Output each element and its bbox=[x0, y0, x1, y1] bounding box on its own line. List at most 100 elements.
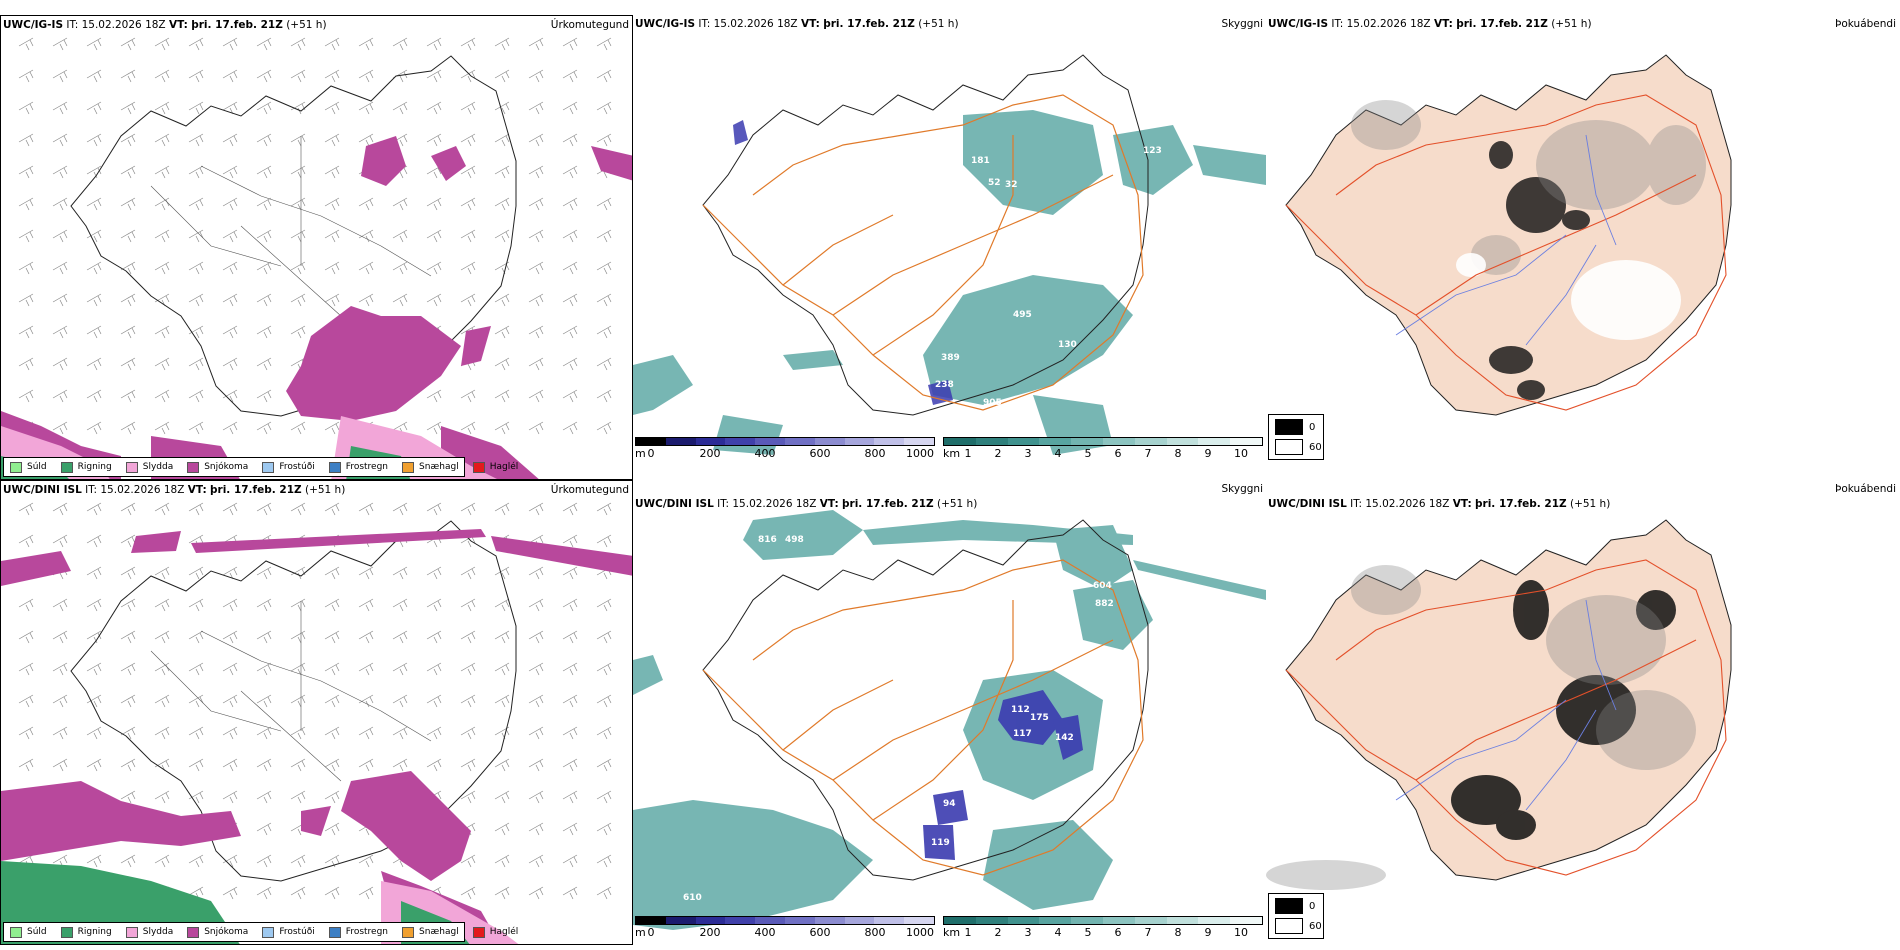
wind-barb bbox=[290, 566, 306, 580]
wind-barb bbox=[256, 758, 272, 772]
wind-barb bbox=[120, 165, 136, 179]
wind-barb bbox=[392, 598, 408, 612]
wind-barb bbox=[528, 630, 544, 644]
wind-barb bbox=[596, 534, 612, 548]
wind-barb bbox=[494, 357, 510, 371]
wind-barb bbox=[18, 197, 34, 211]
wind-barb bbox=[528, 37, 544, 51]
scale-unit: m bbox=[635, 447, 646, 460]
legend-item-sleet: Slydda bbox=[125, 461, 173, 473]
wind-barb bbox=[52, 534, 68, 548]
wind-barb bbox=[392, 694, 408, 708]
wind-barb bbox=[528, 389, 544, 403]
wind-barb bbox=[596, 694, 612, 708]
wind-barb bbox=[562, 357, 578, 371]
field-name: Skyggni bbox=[1221, 18, 1264, 30]
wind-barb bbox=[460, 293, 476, 307]
field-name: Úrkomutegund bbox=[550, 484, 629, 496]
wind-barb bbox=[562, 421, 578, 435]
wind-barb bbox=[256, 37, 272, 51]
wind-barb bbox=[86, 566, 102, 580]
wind-barb bbox=[528, 325, 544, 339]
wind-barb bbox=[392, 261, 408, 275]
wind-barb bbox=[154, 566, 170, 580]
wind-barb bbox=[154, 502, 170, 516]
wind-barb bbox=[596, 69, 612, 83]
fog-legend-value: 0 bbox=[1309, 421, 1316, 433]
wind-barb bbox=[596, 357, 612, 371]
panel-title: UWC/IG-IS IT: 15.02.2026 18Z VT: þri. 17… bbox=[3, 19, 327, 31]
wind-barb bbox=[426, 69, 442, 83]
wind-barb bbox=[290, 325, 306, 339]
wind-barb bbox=[120, 69, 136, 83]
init-label: IT: bbox=[717, 498, 730, 510]
wind-barb bbox=[120, 726, 136, 740]
wind-barb bbox=[494, 37, 510, 51]
lead-time: (+51 h) bbox=[286, 19, 327, 31]
wind-barb bbox=[494, 69, 510, 83]
fog-map-2 bbox=[1266, 519, 1732, 890]
visibility-map-2: 816 498 604 882 175 112 117 142 256 94 1… bbox=[633, 510, 1266, 930]
wind-barb bbox=[324, 854, 340, 868]
wind-barb bbox=[256, 662, 272, 676]
wind-barb bbox=[528, 886, 544, 900]
wind-barb bbox=[460, 165, 476, 179]
wind-barb bbox=[494, 389, 510, 403]
wind-barb bbox=[392, 293, 408, 307]
scale-tick: 5 bbox=[1084, 926, 1092, 939]
wind-barb bbox=[154, 101, 170, 115]
wind-barb bbox=[18, 229, 34, 243]
wind-barb bbox=[154, 197, 170, 211]
visibility-scale-km-bar bbox=[943, 916, 1263, 925]
wind-barb bbox=[52, 502, 68, 516]
road-network bbox=[702, 94, 1144, 411]
vis-label: 816 bbox=[758, 535, 777, 545]
wind-barb bbox=[256, 598, 272, 612]
wind-barb bbox=[120, 325, 136, 339]
wind-barb bbox=[528, 662, 544, 676]
scale-unit: m bbox=[635, 926, 646, 939]
wind-barb bbox=[222, 69, 238, 83]
wind-barb bbox=[494, 502, 510, 516]
wind-barb bbox=[154, 726, 170, 740]
wind-barb bbox=[120, 389, 136, 403]
wind-barb bbox=[528, 694, 544, 708]
scale-tick: 2 bbox=[994, 447, 1002, 460]
wind-barb bbox=[324, 421, 340, 435]
wind-barb bbox=[290, 598, 306, 612]
wind-barb bbox=[562, 758, 578, 772]
wind-barb bbox=[188, 101, 204, 115]
wind-barb bbox=[290, 293, 306, 307]
wind-barb bbox=[188, 854, 204, 868]
vis-label: 123 bbox=[1143, 146, 1162, 156]
visibility-scale-km-1: km 1 2 3 4 5 6 7 8 9 10 bbox=[943, 437, 1263, 460]
init-time: 15.02.2026 18Z bbox=[1346, 18, 1431, 30]
wind-barb bbox=[52, 357, 68, 371]
snow-areas bbox=[1, 136, 632, 479]
scale-tick: 600 bbox=[809, 926, 831, 939]
wind-barb bbox=[392, 630, 408, 644]
wind-barb bbox=[256, 325, 272, 339]
wind-barb bbox=[358, 261, 374, 275]
wind-barb bbox=[290, 229, 306, 243]
wind-barb bbox=[460, 69, 476, 83]
wind-barb bbox=[596, 293, 612, 307]
scale-tick: 200 bbox=[699, 447, 721, 460]
wind-barb bbox=[52, 101, 68, 115]
scale-tick: 200 bbox=[699, 926, 721, 939]
scale-tick: 4 bbox=[1054, 926, 1062, 939]
wind-barb bbox=[460, 421, 476, 435]
fog-legend-1: 0 60 bbox=[1268, 414, 1324, 460]
scale-tick: 800 bbox=[864, 926, 886, 939]
panel-title: UWC/IG-IS IT: 15.02.2026 18Z VT: þri. 17… bbox=[1268, 18, 1592, 30]
wind-barb bbox=[290, 630, 306, 644]
lead-time: (+51 h) bbox=[1569, 498, 1611, 510]
model-name: UWC/IG-IS bbox=[635, 18, 696, 30]
wind-barb bbox=[392, 37, 408, 51]
wind-barb bbox=[290, 69, 306, 83]
vis-label: 112 bbox=[1011, 705, 1030, 715]
scale-tick: 3 bbox=[1024, 926, 1032, 939]
panel-title: UWC/DINI ISL IT: 15.02.2026 18Z VT: þri.… bbox=[1268, 498, 1610, 510]
wind-barb bbox=[562, 694, 578, 708]
wind-barb bbox=[460, 566, 476, 580]
